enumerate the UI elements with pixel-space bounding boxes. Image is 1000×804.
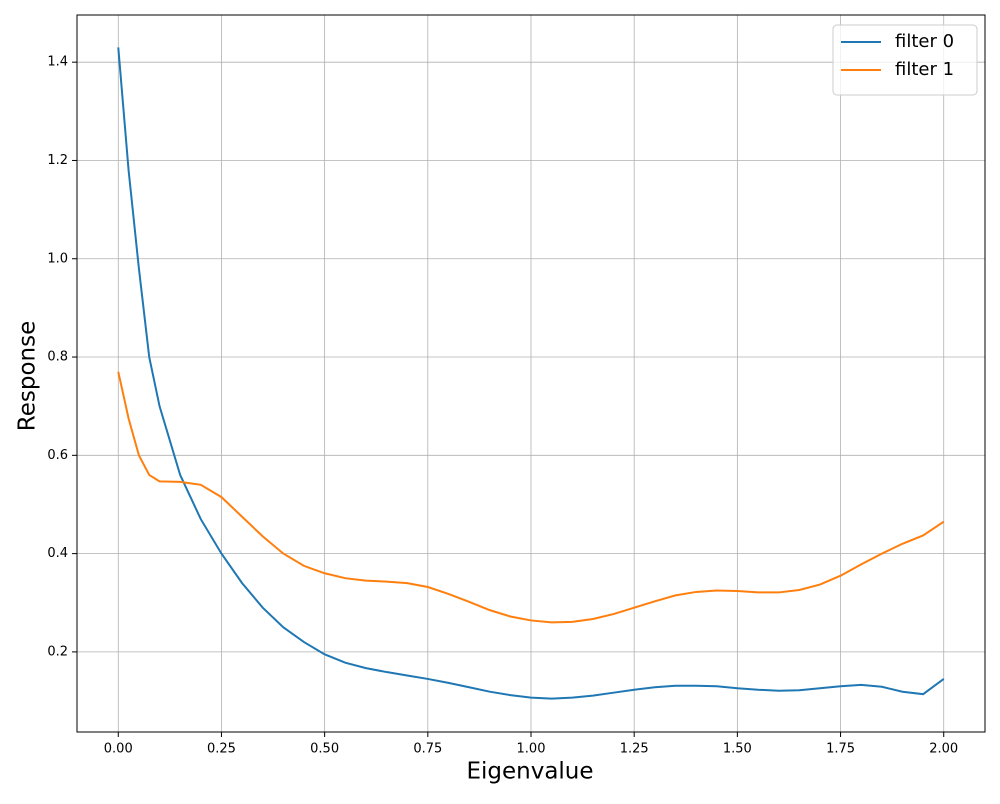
x-tick-label: 0.25 [207,742,236,757]
x-tick-label: 2.00 [929,742,958,757]
y-tick-label: 0.2 [47,644,68,659]
y-tick-label: 0.4 [47,546,68,561]
y-tick-label: 1.2 [47,153,68,168]
x-tick-label: 1.25 [620,742,649,757]
legend-label: filter 1 [895,59,954,80]
plot-frame [76,14,986,733]
y-tick-label: 0.8 [47,350,68,365]
legend-label: filter 0 [895,31,954,52]
y-axis-label: Response [15,321,41,431]
x-tick-label: 0.75 [413,742,442,757]
y-tick-label: 0.6 [47,448,68,463]
x-tick-label: 1.00 [517,742,546,757]
line-series [117,47,945,700]
x-axis-label: Eigenvalue [466,759,593,785]
x-tick-label: 1.75 [826,742,855,757]
y-tick-label: 1.4 [47,55,68,70]
x-tick-label: 1.50 [723,742,752,757]
x-tick-label: 0.50 [310,742,339,757]
x-tick-label: 0.00 [104,742,133,757]
y-tick-label: 1.0 [47,251,68,266]
line-series [117,371,945,624]
